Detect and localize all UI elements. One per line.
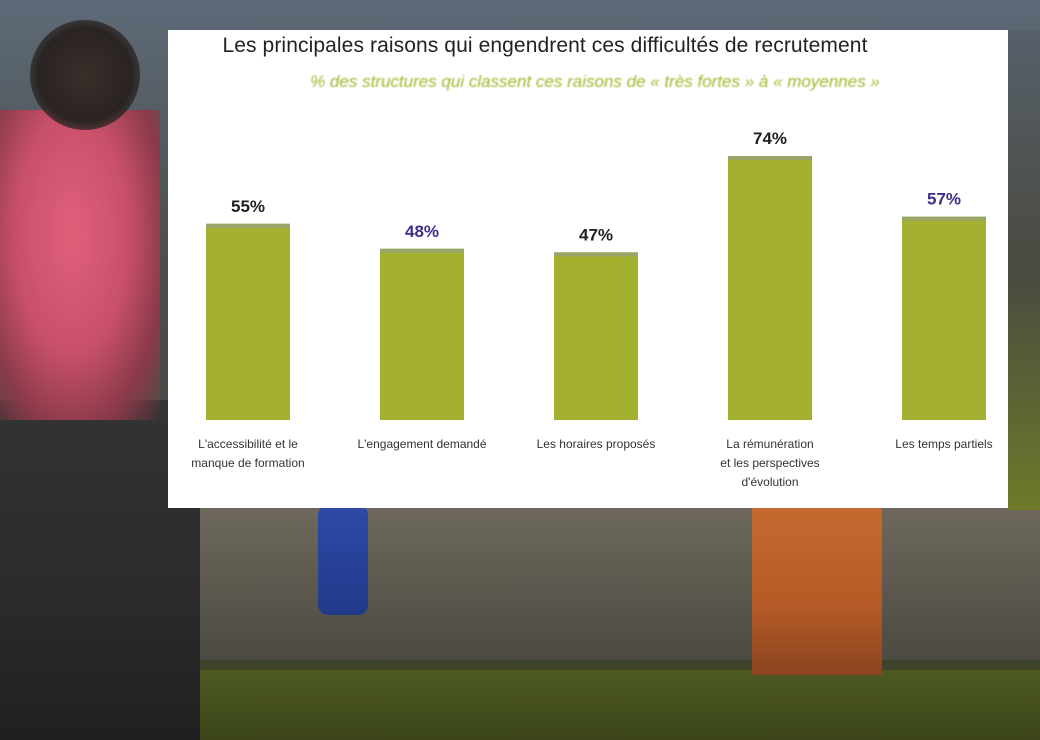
bar-l-engagement-demande [380,248,464,420]
bar-les-temps-partiels [902,216,986,420]
value-label-les-horaires-proposes: 47% [579,225,613,244]
value-label-les-temps-partiels: 57% [927,190,961,209]
category-label-les-horaires-proposes: Les horaires proposés [537,437,656,451]
category-label-la-remuneration: d'évolution [742,475,799,489]
value-label-la-remuneration: 74% [753,129,787,148]
category-label-l-accessibilite-et-le: manque de formation [191,456,304,470]
category-label-la-remuneration: et les perspectives [720,456,819,470]
category-label-l-accessibilite-et-le: L'accessibilité et le [198,437,298,451]
bar-top-edge [380,248,464,253]
background-blue-figure [318,505,368,615]
bar-top-edge [554,252,638,257]
chart-subtitle: % des structures qui classent ces raison… [310,72,880,91]
background-player-shirt [0,110,160,420]
background-orange-figure [752,505,882,675]
value-label-l-engagement-demande: 48% [405,222,439,241]
category-label-l-engagement-demande: L'engagement demandé [357,437,486,451]
bar-top-edge [206,223,290,228]
category-label-les-temps-partiels: Les temps partiels [895,437,992,451]
bar-la-remuneration [728,156,812,420]
category-label-la-remuneration: La rémunération [726,437,813,451]
bar-top-edge [728,156,812,160]
bar-l-accessibilite-et-le [206,223,290,420]
bar-les-horaires-proposes [554,252,638,420]
value-label-l-accessibilite-et-le: 55% [231,197,265,216]
background-player-legs [0,400,200,740]
background-right-stripe [1008,30,1040,510]
chart-title: Les principales raisons qui engendrent c… [222,34,868,57]
background-wall [160,500,1040,660]
background-player-head [30,20,140,130]
bar-top-edge [902,216,986,221]
